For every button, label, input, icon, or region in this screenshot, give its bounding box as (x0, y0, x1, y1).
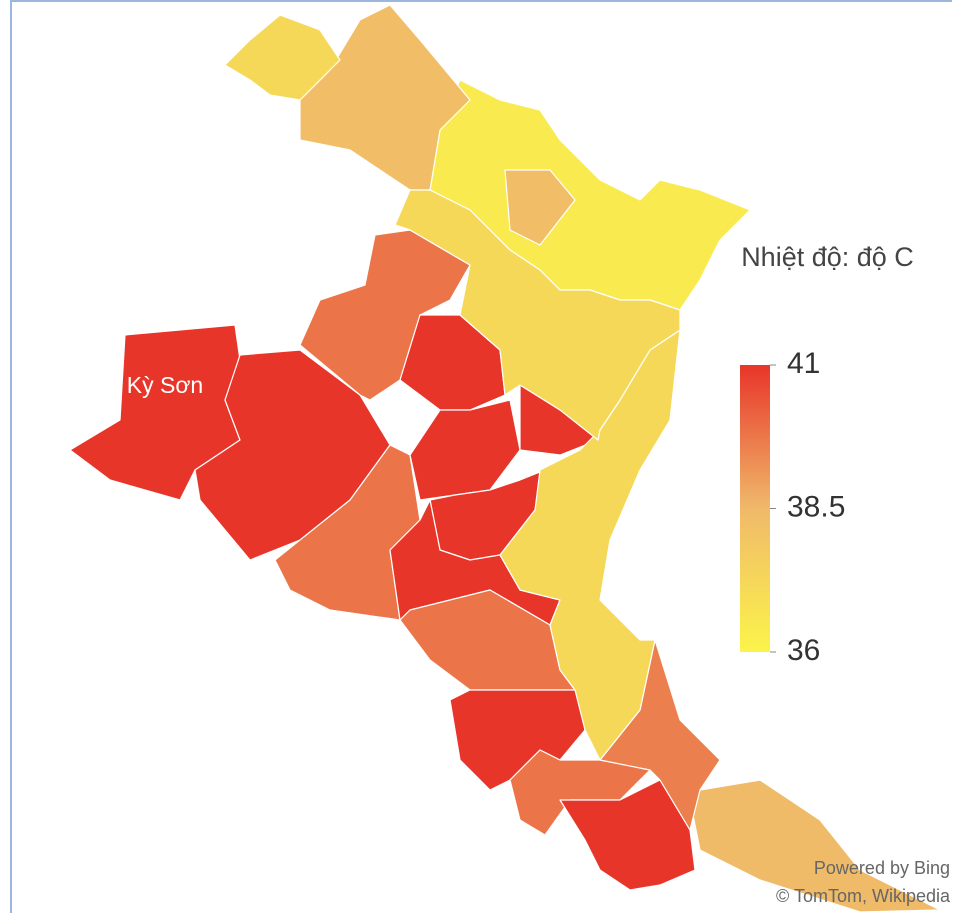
legend-tick-label: 36 (787, 634, 820, 667)
region (394, 189, 681, 441)
region (224, 14, 341, 101)
region (194, 349, 391, 561)
region (559, 779, 696, 891)
region (299, 229, 471, 401)
legend-title: Nhiệt độ: độ C (741, 242, 914, 272)
place-label: Kỳ Sơn (126, 372, 204, 398)
region (509, 749, 651, 836)
region (504, 169, 576, 246)
region (299, 4, 471, 191)
credit: © TomTom, Wikipedia (776, 886, 950, 906)
legend-tick-label: 41 (787, 347, 820, 380)
legend-scale (740, 365, 770, 652)
legend-tick-label: 38.5 (787, 490, 845, 523)
credit: Powered by Bing (813, 858, 950, 878)
frame (10, 0, 952, 913)
region (689, 779, 941, 913)
